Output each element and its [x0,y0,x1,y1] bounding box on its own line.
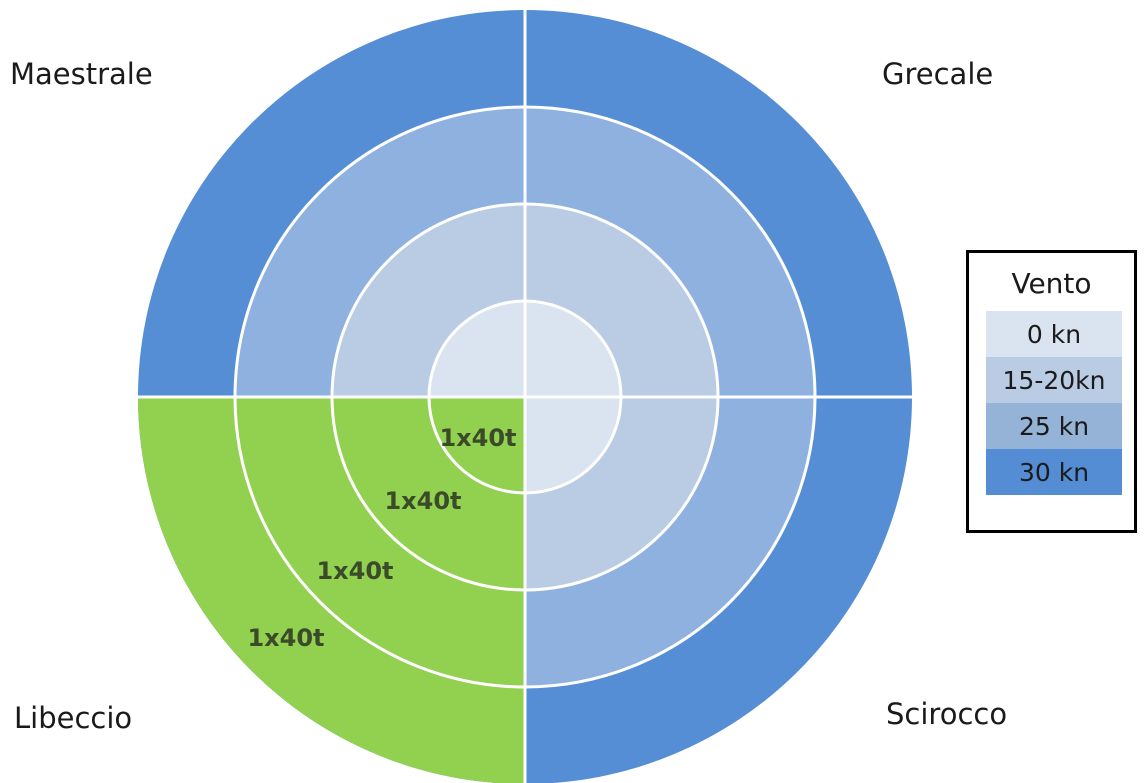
legend: Vento 0 kn 15-20kn 25 kn 30 kn [966,250,1137,533]
legend-item-25kn: 25 kn [986,403,1122,449]
legend-item-0kn: 0 kn [986,311,1122,357]
ring-label-2: 1x40t [316,557,393,585]
ring-label-1: 1x40t [384,487,461,515]
label-scirocco: Scirocco [886,697,1008,731]
label-maestrale: Maestrale [10,57,153,91]
legend-item-30kn: 30 kn [986,449,1122,495]
ring-label-3: 1x40t [247,624,324,652]
legend-title: Vento [1011,267,1092,300]
label-libeccio: Libeccio [14,701,133,735]
legend-item-15-20kn: 15-20kn [986,357,1122,403]
ring-label-0: 1x40t [439,424,516,452]
label-grecale: Grecale [882,57,994,91]
highlight-sector-libeccio [138,397,525,783]
